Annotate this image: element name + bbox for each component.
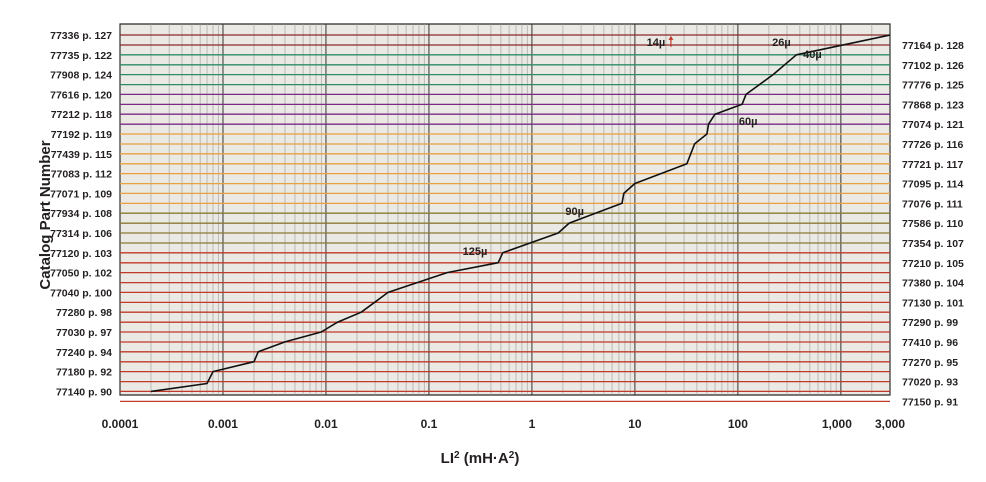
x-tick-label: 10 <box>628 417 642 431</box>
annotation-arrowhead <box>668 35 674 40</box>
curve-layer <box>150 34 891 393</box>
right-category-label: 77210 p. 105 <box>902 258 964 270</box>
left-category-label: 77908 p. 124 <box>50 70 112 82</box>
left-category-label: 77050 p. 102 <box>50 268 112 280</box>
annotations: 14µ 26µ 40µ 60µ 90µ 125µ <box>463 35 822 258</box>
wire-size-annotation: 60µ <box>739 116 758 128</box>
right-category-label: 77150 p. 91 <box>902 396 958 408</box>
wire-size-annotation: 26µ <box>772 37 791 49</box>
right-category-label: 77074 p. 121 <box>902 119 964 131</box>
left-category-label: 77120 p. 103 <box>50 248 112 260</box>
right-category-label: 77102 p. 126 <box>902 60 964 72</box>
plot-area <box>119 23 891 396</box>
x-tick-label: 100 <box>728 417 748 431</box>
x-tick-label: 1 <box>529 417 536 431</box>
grid <box>119 24 891 395</box>
wire-size-annotation: 125µ <box>463 246 488 258</box>
left-category-label: 77140 p. 90 <box>56 386 112 398</box>
left-category-label: 77735 p. 122 <box>50 50 112 62</box>
right-category-label: 77380 p. 104 <box>902 278 964 290</box>
right-category-label: 77776 p. 125 <box>902 80 964 92</box>
right-category-label: 77726 p. 116 <box>902 139 963 151</box>
x-tick-label: 0.01 <box>314 417 338 431</box>
left-category-label: 77040 p. 100 <box>50 287 112 299</box>
left-category-label: 77616 p. 120 <box>50 89 112 101</box>
left-category-label: 77934 p. 108 <box>50 208 112 220</box>
right-category-label: 77868 p. 123 <box>902 99 964 111</box>
y-axis-label: Catalog Part Number <box>37 140 54 289</box>
x-tick-label: 1,000 <box>822 417 852 431</box>
right-category-label: 77721 p. 117 <box>902 159 963 171</box>
wire-size-annotation: 40µ <box>803 49 822 61</box>
left-category-label: 77071 p. 109 <box>50 188 112 200</box>
x-tick-label: 0.1 <box>421 417 438 431</box>
right-category-label: 77076 p. 111 <box>902 198 963 210</box>
left-category-label: 77030 p. 97 <box>56 327 112 339</box>
left-category-label: 77240 p. 94 <box>56 347 112 359</box>
x-axis-label: LI2 (mH·A2) <box>441 450 520 468</box>
x-tick-labels: 0.0001 0.001 0.01 0.1 1 10 100 1,000 3,000 <box>102 417 906 431</box>
left-category-label: 77439 p. 115 <box>51 149 112 161</box>
right-category-label: 77290 p. 99 <box>902 317 958 329</box>
inductance-curve <box>150 34 891 393</box>
right-category-label: 77410 p. 96 <box>902 337 958 349</box>
right-category-labels: 77164 p. 128 77102 p. 126 77776 p. 125 7786… <box>902 40 964 408</box>
right-category-label: 77586 p. 110 <box>902 218 963 230</box>
x-tick-label: 0.001 <box>208 417 238 431</box>
left-category-label: 77280 p. 98 <box>56 307 112 319</box>
wire-size-annotation: 14µ <box>647 37 666 49</box>
row-lines <box>120 34 890 403</box>
left-category-labels: 77336 p. 127 77735 p. 122 77908 p. 124 7761… <box>50 30 112 398</box>
wire-size-annotation: 90µ <box>565 206 584 218</box>
right-category-label: 77354 p. 107 <box>902 238 964 250</box>
x-tick-label: 0.0001 <box>102 417 139 431</box>
left-category-label: 77083 p. 112 <box>51 169 112 181</box>
right-category-label: 77270 p. 95 <box>902 357 958 369</box>
right-category-label: 77095 p. 114 <box>902 179 963 191</box>
left-category-label: 77180 p. 92 <box>56 367 112 379</box>
left-category-label: 77192 p. 119 <box>51 129 112 141</box>
left-category-label: 77336 p. 127 <box>50 30 112 42</box>
x-tick-label: 3,000 <box>875 417 905 431</box>
left-category-label: 77314 p. 106 <box>50 228 112 240</box>
right-category-label: 77164 p. 128 <box>902 40 964 52</box>
right-category-label: 77130 p. 101 <box>902 297 964 309</box>
right-category-label: 77020 p. 93 <box>902 377 958 389</box>
left-category-label: 77212 p. 118 <box>51 109 112 121</box>
